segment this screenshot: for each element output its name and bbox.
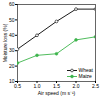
svg-text:Air speed (m s⁻¹): Air speed (m s⁻¹) bbox=[38, 90, 76, 96]
svg-text:50: 50 bbox=[9, 17, 15, 23]
svg-text:30: 30 bbox=[9, 47, 15, 53]
svg-text:2.0: 2.0 bbox=[73, 83, 80, 89]
html-text:Maize: Maize bbox=[78, 73, 92, 79]
html-text:Wheat: Wheat bbox=[78, 67, 93, 73]
svg-text:60: 60 bbox=[9, 1, 15, 7]
svg-text:0.5: 0.5 bbox=[14, 83, 21, 89]
svg-text:10: 10 bbox=[8, 78, 15, 85]
svg-text:Moisture loss (%): Moisture loss (%) bbox=[2, 23, 8, 62]
svg-text:1.5: 1.5 bbox=[53, 83, 60, 89]
svg-text:40: 40 bbox=[9, 32, 15, 38]
svg-text:1.0: 1.0 bbox=[34, 83, 41, 89]
svg-text:2.5: 2.5 bbox=[92, 83, 99, 89]
svg-text:20: 20 bbox=[9, 63, 15, 69]
